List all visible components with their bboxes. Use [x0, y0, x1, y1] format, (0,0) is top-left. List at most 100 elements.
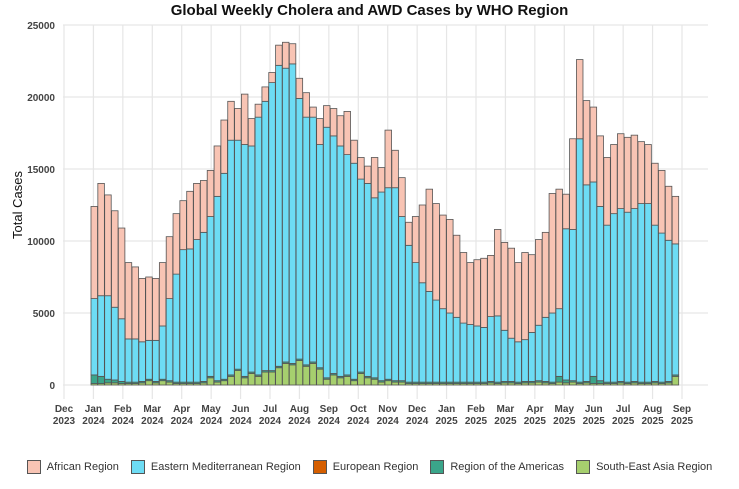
bar-segment-eastern-mediterranean-region — [521, 339, 529, 382]
bar-segment-eastern-mediterranean-region — [302, 116, 310, 366]
legend-swatch — [130, 460, 145, 474]
bar-segment-eastern-mediterranean-region — [213, 195, 222, 382]
x-tick-label-year: 2023 — [53, 416, 76, 427]
bar-segment-eastern-mediterranean-region — [152, 339, 160, 382]
bar-segment-african-region — [261, 86, 269, 102]
bar-segment-region-of-the-americas — [97, 375, 105, 384]
legend-item: European Region — [312, 460, 418, 474]
bar-segment-african-region — [610, 144, 618, 215]
x-tick-label-year: 2024 — [347, 416, 370, 427]
bar-segment-african-region — [630, 134, 639, 210]
bar-segment-african-region — [582, 100, 591, 186]
bar-segment-eastern-mediterranean-region — [165, 298, 174, 382]
bar-segment-south-east-asia-region — [343, 375, 351, 386]
bar-segment-eastern-mediterranean-region — [535, 324, 543, 382]
x-tick-label-month: Sep — [673, 404, 691, 415]
bar-segment-african-region — [623, 136, 632, 213]
bar-segment-eastern-mediterranean-region — [350, 162, 358, 380]
bar-segment-eastern-mediterranean-region — [569, 229, 577, 382]
bar-segment-african-region — [569, 138, 577, 230]
bar-segment-african-region — [500, 242, 509, 331]
bar-segment-south-east-asia-region — [282, 362, 290, 386]
bar-segment-eastern-mediterranean-region — [644, 203, 652, 383]
x-tick-label-year: 2024 — [200, 416, 223, 427]
bar-segment-region-of-the-americas — [555, 375, 563, 383]
x-tick-label-year: 2025 — [435, 416, 458, 427]
x-tick-label-month: Jan — [438, 404, 455, 415]
bar-segment-eastern-mediterranean-region — [493, 315, 502, 383]
bar-segment-african-region — [521, 252, 529, 341]
bar-segment-african-region — [418, 204, 427, 284]
bar-segment-african-region — [282, 41, 290, 69]
bar-segment-eastern-mediterranean-region — [446, 312, 454, 383]
bar-segment-eastern-mediterranean-region — [370, 197, 379, 379]
x-tick-label-month: Mar — [497, 404, 515, 415]
bar-segment-eastern-mediterranean-region — [124, 338, 133, 383]
legend-item: Eastern Mediterranean Region — [130, 460, 301, 474]
x-tick-label-month: Apr — [173, 404, 190, 415]
bar-segment-eastern-mediterranean-region — [562, 228, 570, 381]
bar-segment-eastern-mediterranean-region — [179, 249, 187, 383]
bar-segment-region-of-the-americas — [596, 380, 604, 384]
bar-segment-south-east-asia-region — [316, 368, 324, 386]
bar-segment-eastern-mediterranean-region — [664, 239, 673, 382]
bar-segment-eastern-mediterranean-region — [158, 325, 167, 380]
bar-segment-eastern-mediterranean-region — [514, 341, 522, 383]
bar-segment-african-region — [288, 43, 297, 65]
legend-swatch — [576, 460, 591, 474]
bar-segment-african-region — [152, 278, 160, 341]
x-tick-label-month: Apr — [526, 404, 543, 415]
bar-segment-eastern-mediterranean-region — [111, 306, 119, 381]
y-tick-label: 0 — [49, 381, 55, 392]
x-tick-label-month: May — [201, 404, 221, 415]
bar-segment-african-region — [97, 182, 105, 297]
bar-segment-eastern-mediterranean-region — [145, 339, 153, 380]
bar-segment-african-region — [452, 234, 461, 318]
bar-segment-eastern-mediterranean-region — [364, 182, 372, 377]
bar-segment-eastern-mediterranean-region — [206, 216, 215, 377]
bar-segment-eastern-mediterranean-region — [555, 308, 563, 377]
bar-segment-eastern-mediterranean-region — [172, 273, 180, 383]
x-tick-label-month: Feb — [467, 404, 485, 415]
bar-segment-eastern-mediterranean-region — [596, 206, 604, 382]
bar-segment-african-region — [637, 141, 645, 204]
bar-segment-eastern-mediterranean-region — [288, 63, 297, 364]
legend-item: South-East Asia Region — [576, 460, 712, 474]
bar-segment-african-region — [658, 170, 666, 234]
bar-segment-african-region — [671, 195, 680, 245]
bar-segment-african-region — [548, 193, 557, 314]
bar-segment-african-region — [90, 206, 98, 300]
bar-segment-eastern-mediterranean-region — [391, 187, 399, 382]
x-tick-label-month: Jul — [263, 404, 278, 415]
x-tick-label-year: 2024 — [288, 416, 311, 427]
bar-segment-african-region — [213, 145, 222, 197]
y-tick-label: 25000 — [27, 21, 55, 32]
bar-segment-eastern-mediterranean-region — [343, 154, 351, 376]
x-tick-label-year: 2025 — [494, 416, 517, 427]
bar-segment-region-of-the-americas — [111, 379, 119, 384]
bar-segment-south-east-asia-region — [206, 377, 215, 386]
bar-segment-eastern-mediterranean-region — [500, 329, 509, 382]
bar-segment-eastern-mediterranean-region — [617, 208, 625, 382]
bar-segment-african-region — [111, 210, 119, 308]
bar-segment-eastern-mediterranean-region — [234, 139, 242, 370]
x-axis: Dec2023Jan2024Feb2024Mar2024Apr2024May20… — [53, 404, 694, 427]
bar-segment-african-region — [206, 170, 215, 217]
bar-segment-african-region — [247, 118, 256, 147]
bar-segment-african-region — [316, 118, 324, 145]
bar-segment-african-region — [193, 182, 201, 240]
x-tick-label-month: Jun — [585, 404, 603, 415]
bar-segment-african-region — [172, 213, 180, 275]
bar-segment-african-region — [343, 111, 351, 156]
bar-segment-african-region — [541, 231, 550, 318]
bar-segment-african-region — [309, 106, 317, 118]
x-tick-label-year: 2025 — [641, 416, 664, 427]
bar-segment-african-region — [493, 229, 502, 317]
x-tick-label-year: 2025 — [465, 416, 488, 427]
bar-segment-african-region — [357, 157, 365, 180]
bar-segment-south-east-asia-region — [234, 370, 242, 386]
bar-segment-south-east-asia-region — [241, 377, 249, 386]
bar-segment-south-east-asia-region — [384, 380, 392, 386]
bar-segment-african-region — [576, 59, 584, 140]
bar-segment-african-region — [220, 119, 228, 174]
